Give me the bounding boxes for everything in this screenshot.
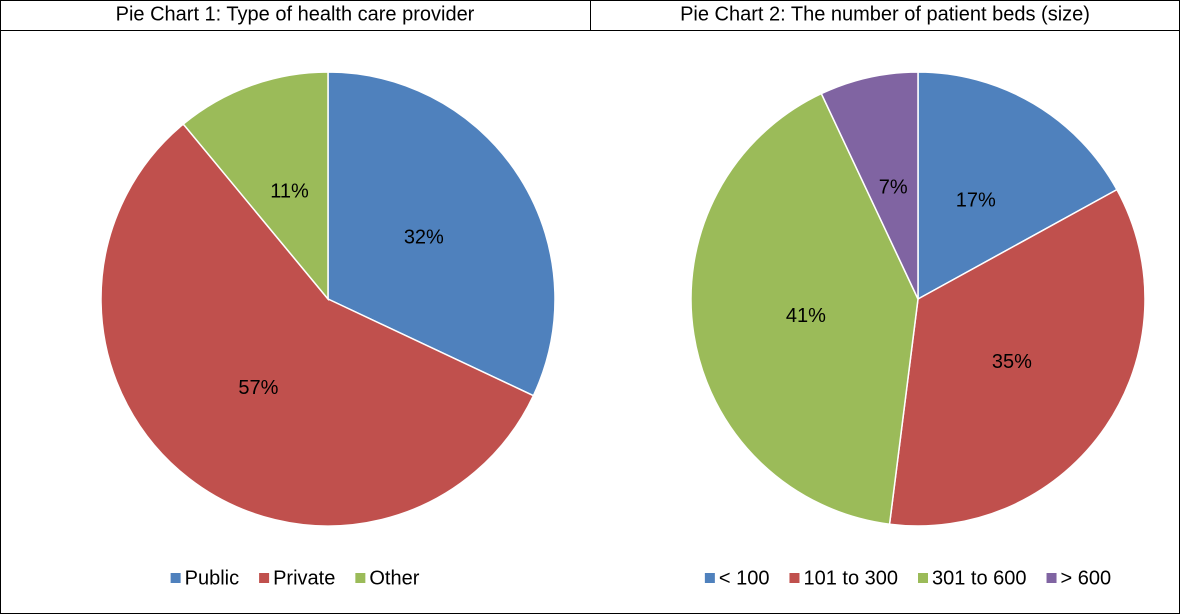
legend-label: Public [185, 567, 239, 589]
legend-swatch [170, 573, 181, 583]
data-label: 57% [238, 377, 278, 399]
legend-label: Other [369, 567, 419, 589]
pie-slice [917, 71, 1118, 301]
legend-swatch [918, 573, 928, 583]
pie-slice [100, 123, 535, 527]
legend-label: > 600 [1061, 567, 1112, 589]
data-label: 7% [879, 177, 908, 199]
legend-swatch [789, 573, 800, 583]
pie-slice [327, 71, 556, 397]
legend-label: Private [273, 567, 335, 589]
legend-label: 301 to 600 [932, 567, 1027, 589]
data-label: 32% [404, 226, 444, 248]
legend-swatch [355, 573, 366, 583]
pie-slice [820, 71, 919, 300]
data-label: 11% [270, 180, 309, 202]
legend-swatch [1046, 573, 1057, 583]
data-label: 17% [956, 190, 996, 212]
legend-swatch [704, 573, 715, 583]
legend-swatch [259, 573, 270, 583]
chart-title: Pie Chart 2: The number of patient beds … [680, 3, 1090, 25]
pie-slice [888, 188, 1146, 527]
data-label: 41% [786, 305, 826, 327]
chart-title: Pie Chart 1: Type of health care provide… [116, 3, 475, 25]
legend-label: < 100 [719, 567, 770, 589]
pie-slice [690, 92, 919, 526]
data-label: 35% [992, 351, 1032, 373]
legend-label: 101 to 300 [803, 567, 898, 589]
pie-slice [182, 71, 329, 302]
